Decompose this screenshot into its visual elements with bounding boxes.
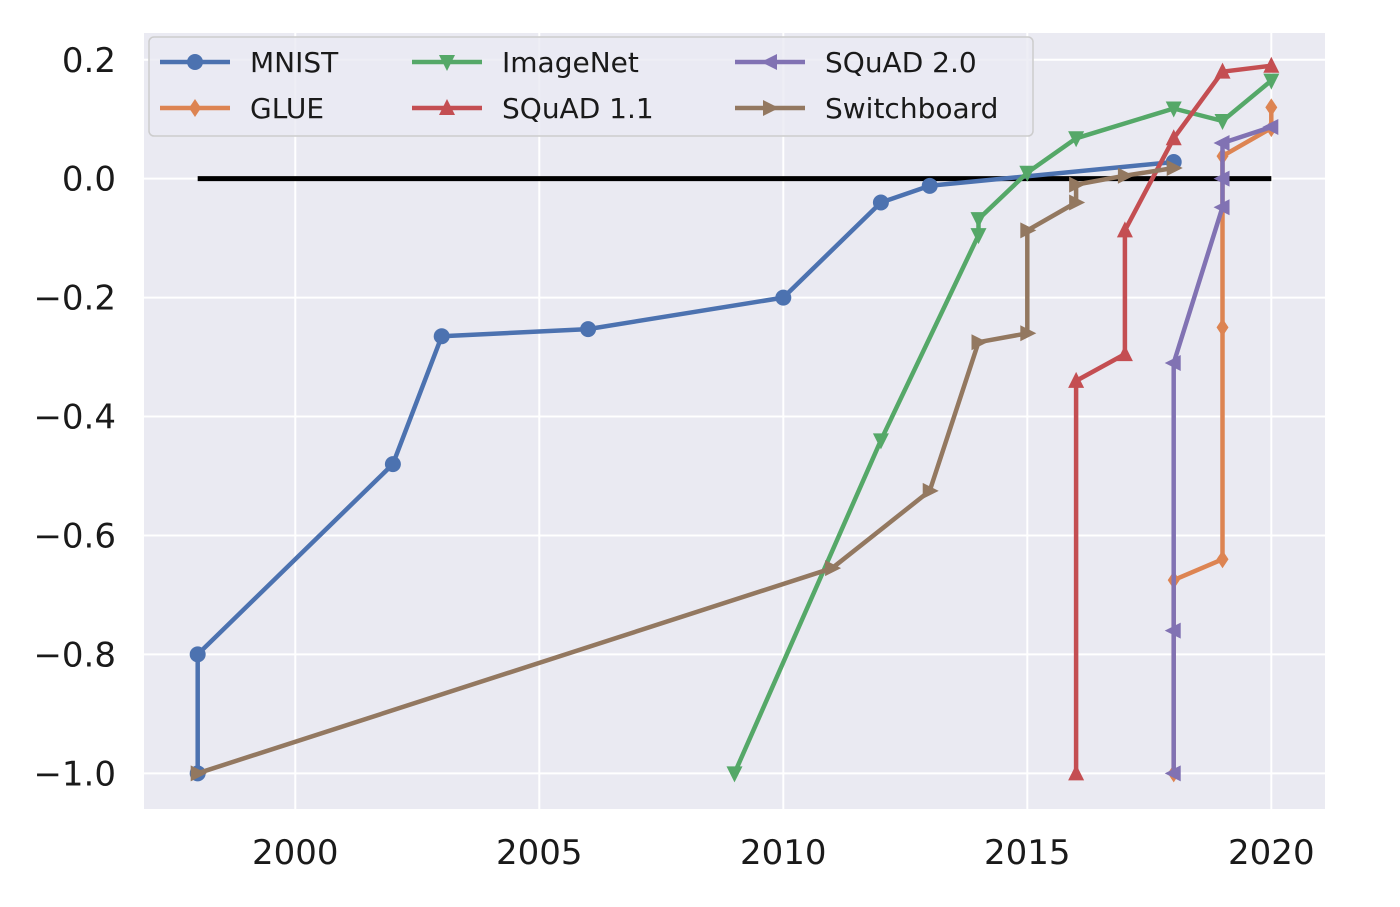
data-point — [190, 765, 207, 782]
legend-label: ImageNet — [502, 46, 639, 79]
legend-entry: ImageNet — [412, 46, 639, 79]
data-point — [1164, 355, 1181, 372]
data-point — [1116, 345, 1133, 362]
data-point — [433, 328, 450, 345]
legend-entry: MNIST — [160, 46, 339, 79]
data-point — [872, 433, 889, 450]
data-point — [1069, 194, 1086, 211]
x-tick-label: 2000 — [252, 833, 339, 873]
data-point — [1262, 118, 1279, 135]
y-tick-label: −0.2 — [33, 279, 116, 319]
data-point — [580, 321, 597, 338]
legend-entry: SQuAD 2.0 — [735, 46, 977, 79]
legend-label: SQuAD 1.1 — [502, 92, 654, 125]
data-point — [922, 482, 939, 499]
data-point — [1216, 550, 1229, 569]
data-point — [1068, 131, 1085, 148]
legend-label: Switchboard — [825, 92, 998, 125]
series-switchboard — [190, 159, 1183, 782]
data-point — [189, 99, 201, 117]
legend: MNIST GLUE ImageNet SQuAD 1.1 SQuAD 2.0 Switc… — [148, 36, 1034, 137]
data-point — [763, 100, 779, 116]
x-tick-label: 2015 — [984, 833, 1071, 873]
series-squad-1-1 — [1068, 56, 1280, 781]
data-point — [761, 54, 777, 70]
data-point — [384, 456, 401, 473]
legend-label: MNIST — [250, 46, 339, 79]
data-point — [439, 55, 455, 71]
data-point — [1020, 325, 1037, 342]
plot-area — [144, 33, 1325, 809]
y-tick-label: 0.2 — [62, 41, 116, 81]
data-point — [1164, 765, 1181, 782]
data-point — [1019, 165, 1036, 182]
data-point — [1214, 62, 1231, 79]
data-point — [1164, 622, 1181, 639]
data-point — [921, 177, 938, 194]
data-point — [1165, 101, 1182, 118]
data-point — [1213, 135, 1230, 152]
data-point — [1214, 114, 1231, 131]
data-point — [1165, 129, 1182, 146]
x-tick-label: 2010 — [740, 833, 827, 873]
data-point — [970, 228, 987, 245]
data-point — [971, 334, 988, 351]
data-point — [1263, 56, 1280, 73]
data-point — [187, 54, 203, 70]
data-point — [1263, 73, 1280, 90]
data-point — [1068, 371, 1085, 388]
data-point — [1166, 159, 1183, 176]
data-point — [1069, 176, 1086, 193]
tick-labels: 2000 2005 2010 2015 2020 0.2 0.0 −0.2 −0.4 −0.6 −0… — [33, 41, 1314, 873]
legend-label: SQuAD 2.0 — [825, 46, 977, 79]
data-point — [872, 194, 889, 211]
data-point — [1020, 222, 1037, 239]
legend-frame — [148, 36, 1034, 137]
series-squad-2-0 — [1164, 118, 1279, 782]
series-imagenet — [726, 73, 1280, 783]
x-tick-label: 2005 — [496, 833, 583, 873]
data-point — [1213, 170, 1230, 187]
data-point — [439, 99, 455, 115]
data-point — [1116, 221, 1133, 238]
series-group — [189, 56, 1280, 783]
data-point — [970, 212, 987, 229]
y-tick-label: −0.8 — [33, 635, 116, 675]
y-tick-label: −0.4 — [33, 398, 116, 438]
legend-entry: Switchboard — [735, 92, 998, 125]
data-point — [825, 560, 842, 577]
y-tick-label: −0.6 — [33, 516, 116, 556]
data-point — [189, 646, 206, 663]
series-line-switchboard — [195, 165, 1176, 776]
data-point — [1213, 199, 1230, 216]
x-tick-label: 2020 — [1228, 833, 1315, 873]
legend-label: GLUE — [250, 92, 324, 125]
y-tick-label: 0.0 — [62, 160, 116, 200]
legend-entry: SQuAD 1.1 — [412, 92, 654, 125]
data-point — [1265, 98, 1278, 117]
data-point — [726, 766, 743, 783]
data-point — [1117, 167, 1134, 184]
data-point — [775, 289, 792, 306]
y-tick-label: −1.0 — [33, 754, 116, 794]
data-point — [1216, 318, 1229, 337]
data-point — [1068, 764, 1085, 781]
legend-entry: GLUE — [160, 92, 324, 125]
